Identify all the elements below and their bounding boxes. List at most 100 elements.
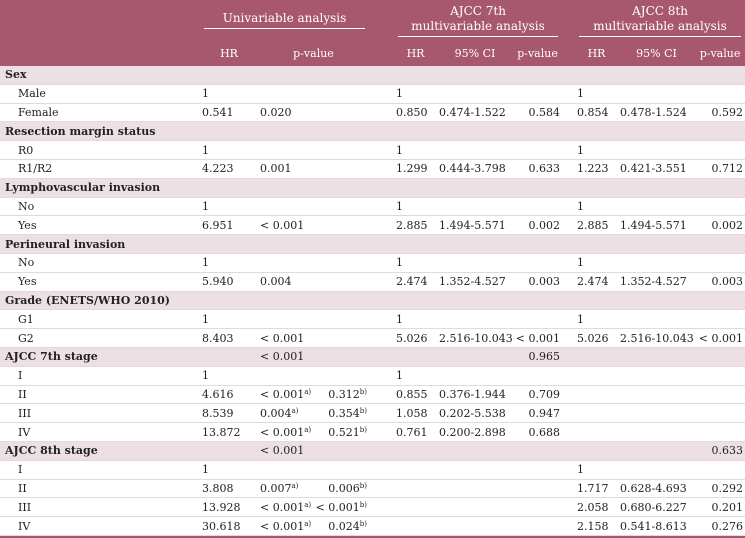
a8-hr-cell: 1 bbox=[575, 253, 619, 273]
a7-hr-cell: 0.761 bbox=[394, 422, 438, 442]
u-hr-cell: 1 bbox=[200, 197, 258, 217]
u-p-pairwise-cell: 0.312b) bbox=[313, 385, 370, 405]
a7-p-cell: 0.965 bbox=[513, 347, 563, 367]
table-row: IV 13.872 < 0.001a) 0.521b) 0.761 0.200-… bbox=[0, 422, 745, 442]
row-label: G1 bbox=[0, 309, 200, 330]
a8-hr-cell: 1.717 bbox=[575, 479, 619, 499]
row-label: Yes bbox=[0, 272, 200, 292]
a7-p-cell: 0.709 bbox=[513, 385, 563, 405]
header-spacer bbox=[369, 40, 395, 66]
a8-p-cell: 0.592 bbox=[695, 103, 745, 123]
header-blank bbox=[0, 40, 200, 66]
p-value: < 0.001 bbox=[260, 425, 305, 439]
a7-ci-cell: 0.444-3.798 bbox=[437, 159, 514, 179]
row-label: II bbox=[0, 479, 200, 499]
u-p-pairwise-cell: 0.006b) bbox=[313, 479, 370, 499]
col-header-u-hr: HR bbox=[200, 40, 258, 66]
a7-hr-cell: 1.299 bbox=[394, 159, 438, 179]
a7-p-cell: 0.633 bbox=[513, 159, 563, 179]
ajcc8-title-line1: AJCC 8th bbox=[632, 3, 688, 18]
table-row: G1 1 1 1 bbox=[0, 309, 745, 330]
univariable-title: Univariable analysis bbox=[204, 11, 366, 29]
a7-ci-cell: 1.494-5.571 bbox=[437, 215, 514, 236]
header-blank bbox=[0, 0, 200, 40]
table-row: II 3.808 0.007a) 0.006b) 1.717 0.628-4.6… bbox=[0, 479, 745, 499]
u-p-pairwise-cell: < 0.001b) bbox=[313, 497, 370, 518]
table-row: G2 8.403 < 0.001 5.026 2.516-10.043 < 0.… bbox=[0, 328, 745, 348]
u-p-cell: < 0.001 bbox=[258, 328, 370, 348]
table-row: IV 30.618 < 0.001a) 0.024b) 2.158 0.541-… bbox=[0, 516, 745, 536]
row-label: R1/R2 bbox=[0, 159, 200, 179]
footnote-mark: b) bbox=[359, 406, 368, 415]
u-p-pairwise-cell: 0.521b) bbox=[313, 422, 370, 442]
p-value: 0.024 bbox=[328, 519, 360, 533]
u-hr-cell: 1 bbox=[200, 140, 258, 160]
col-header-a8-hr: HR bbox=[575, 40, 619, 66]
a7-hr-cell: 2.885 bbox=[394, 215, 438, 236]
header-spacer bbox=[562, 40, 576, 66]
row-label: IV bbox=[0, 422, 200, 442]
a8-ci-cell: 0.541-8.613 bbox=[618, 516, 696, 536]
footnote-mark: a) bbox=[304, 387, 312, 396]
a8-p-cell: 0.633 bbox=[695, 441, 745, 461]
table-row: I 1 1 bbox=[0, 366, 745, 386]
u-hr-cell: 6.951 bbox=[200, 215, 258, 236]
u-p-overall-cell: < 0.001a) bbox=[258, 422, 313, 442]
a7-ci-cell: 0.376-1.944 bbox=[437, 385, 514, 405]
a8-p-cell: 0.002 bbox=[695, 215, 745, 236]
u-hr-cell: 1 bbox=[200, 460, 258, 480]
p-value: 0.354 bbox=[328, 406, 360, 420]
a8-hr-cell: 5.026 bbox=[575, 328, 619, 348]
a8-hr-cell: 1 bbox=[575, 197, 619, 217]
u-hr-cell: 5.940 bbox=[200, 272, 258, 292]
table-row: No 1 1 1 bbox=[0, 197, 745, 217]
row-label: III bbox=[0, 497, 200, 518]
row-label: No bbox=[0, 197, 200, 217]
header-ajcc7: AJCC 7th multivariable analysis bbox=[394, 0, 563, 40]
table-row: III 13.928 < 0.001a) < 0.001b) 2.058 0.6… bbox=[0, 497, 745, 518]
a7-ci-cell: 1.352-4.527 bbox=[437, 272, 514, 292]
a8-ci-cell: 0.628-4.693 bbox=[618, 479, 696, 499]
a7-hr-cell: 1 bbox=[394, 309, 438, 330]
a8-hr-cell: 2.158 bbox=[575, 516, 619, 536]
ajcc8-title-line2: multivariable analysis bbox=[593, 18, 727, 33]
a8-ci-cell: 1.494-5.571 bbox=[618, 215, 696, 236]
table-row: R1/R2 4.223 0.001 1.299 0.444-3.798 0.63… bbox=[0, 159, 745, 179]
a7-hr-cell: 1 bbox=[394, 366, 438, 386]
footnote-mark: a) bbox=[291, 481, 299, 490]
section-row-pni: Perineural invasion bbox=[0, 234, 745, 254]
row-label: Female bbox=[0, 103, 200, 123]
a8-hr-cell: 1 bbox=[575, 309, 619, 330]
a7-ci-cell: 0.200-2.898 bbox=[437, 422, 514, 442]
a7-hr-cell: 1 bbox=[394, 84, 438, 104]
a7-ci-cell: 0.202-5.538 bbox=[437, 403, 514, 424]
u-hr-cell: 1 bbox=[200, 309, 258, 330]
u-p-cell: 0.020 bbox=[258, 103, 370, 123]
a7-hr-cell: 5.026 bbox=[394, 328, 438, 348]
a8-ci-cell: 0.421-3.551 bbox=[618, 159, 696, 179]
p-value: < 0.001 bbox=[260, 519, 305, 533]
a8-hr-cell: 2.885 bbox=[575, 215, 619, 236]
a7-ci-cell: 2.516-10.043 bbox=[437, 328, 514, 348]
u-hr-cell: 4.616 bbox=[200, 385, 258, 405]
section-row-ajcc7: AJCC 7th stage < 0.001 0.965 bbox=[0, 347, 745, 367]
u-p-overall-cell: < 0.001a) bbox=[258, 516, 313, 536]
u-hr-cell: 4.223 bbox=[200, 159, 258, 179]
a7-p-cell: < 0.001 bbox=[513, 328, 563, 348]
col-header-a8-p: p-value bbox=[695, 40, 745, 66]
table-row: Male 1 1 1 bbox=[0, 84, 745, 104]
section-row-lvi: Lymphovascular invasion bbox=[0, 178, 745, 198]
p-value: 0.312 bbox=[328, 387, 360, 401]
header-spacer bbox=[562, 0, 576, 40]
u-hr-cell: 30.618 bbox=[200, 516, 258, 536]
row-label: R0 bbox=[0, 140, 200, 160]
section-row-grade: Grade (ENETS/WHO 2010) bbox=[0, 291, 745, 311]
a7-p-cell: 0.002 bbox=[513, 215, 563, 236]
section-label: AJCC 8th stage bbox=[0, 441, 200, 461]
table-row: Yes 6.951 < 0.001 2.885 1.494-5.571 0.00… bbox=[0, 215, 745, 236]
a7-hr-cell: 1 bbox=[394, 140, 438, 160]
a8-hr-cell: 1 bbox=[575, 84, 619, 104]
col-header-a7-p: p-value bbox=[513, 40, 563, 66]
table-row: Yes 5.940 0.004 2.474 1.352-4.527 0.003 … bbox=[0, 272, 745, 292]
